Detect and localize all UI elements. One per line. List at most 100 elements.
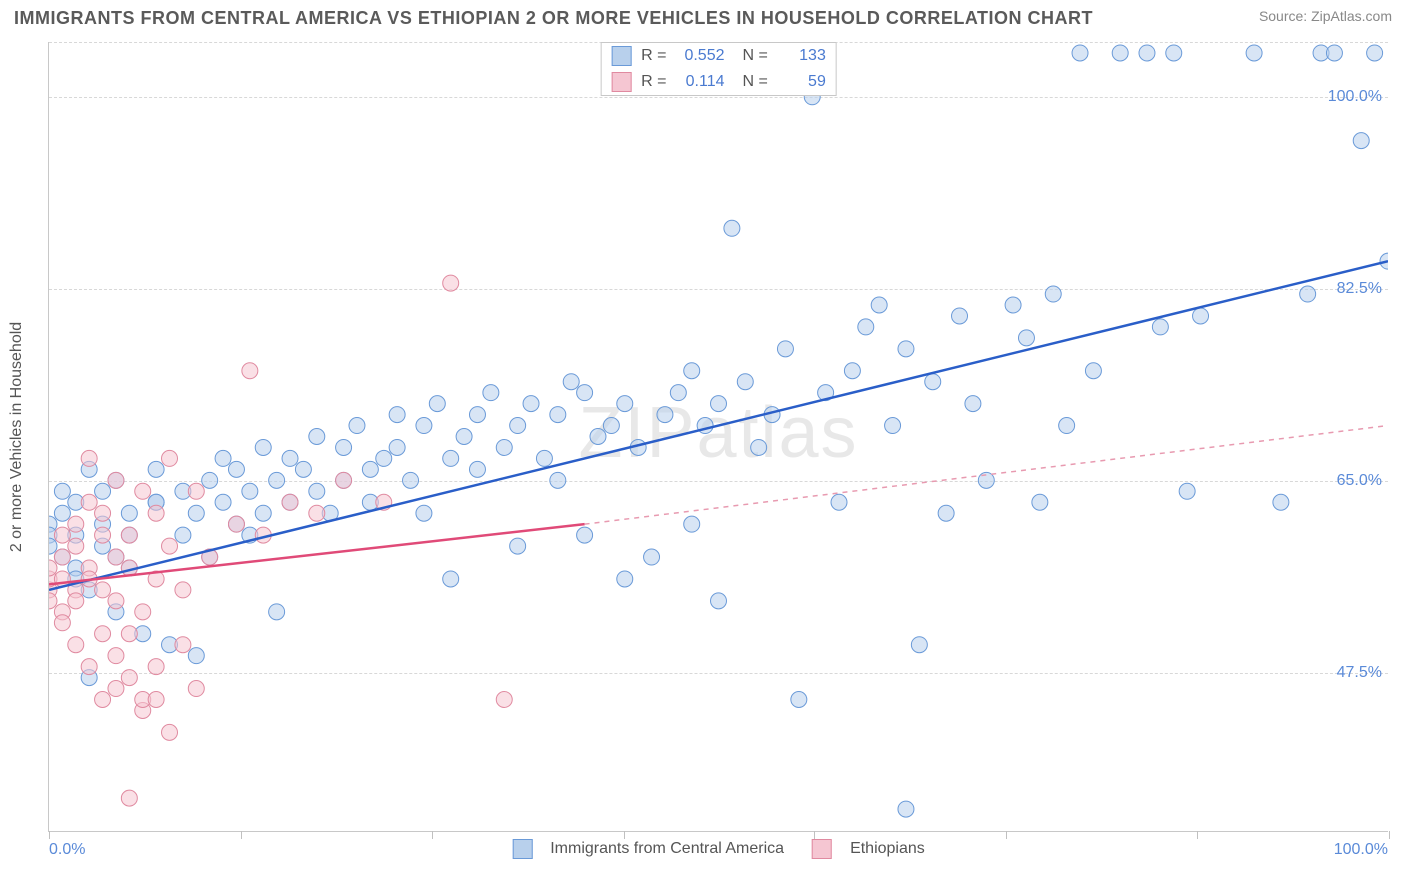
scatter-point bbox=[309, 505, 325, 521]
scatter-point bbox=[1193, 308, 1209, 324]
legend-series-label: Immigrants from Central America bbox=[550, 840, 784, 858]
scatter-point bbox=[175, 637, 191, 653]
scatter-point bbox=[1072, 45, 1088, 61]
scatter-point bbox=[81, 494, 97, 510]
legend-r-label: R = bbox=[641, 73, 666, 91]
scatter-point bbox=[523, 396, 539, 412]
legend-r-value: 0.552 bbox=[673, 47, 725, 65]
scatter-point bbox=[831, 494, 847, 510]
scatter-point bbox=[54, 527, 70, 543]
scatter-point bbox=[429, 396, 445, 412]
legend-n-label: N = bbox=[743, 73, 768, 91]
legend-series-label: Ethiopians bbox=[850, 840, 925, 858]
scatter-point bbox=[242, 483, 258, 499]
chart-source: Source: ZipAtlas.com bbox=[1259, 8, 1392, 24]
scatter-point bbox=[108, 472, 124, 488]
scatter-point bbox=[255, 439, 271, 455]
scatter-point bbox=[54, 549, 70, 565]
scatter-point bbox=[175, 582, 191, 598]
legend-n-label: N = bbox=[743, 47, 768, 65]
scatter-point bbox=[309, 429, 325, 445]
scatter-point bbox=[215, 494, 231, 510]
scatter-point bbox=[81, 659, 97, 675]
scatter-point bbox=[1273, 494, 1289, 510]
scatter-point bbox=[188, 681, 204, 697]
scatter-point bbox=[376, 450, 392, 466]
scatter-point bbox=[162, 538, 178, 554]
scatter-point bbox=[456, 429, 472, 445]
scatter-point bbox=[295, 461, 311, 477]
legend-series-item: Ethiopians bbox=[812, 839, 925, 859]
scatter-point bbox=[577, 385, 593, 401]
scatter-point bbox=[1179, 483, 1195, 499]
x-tick bbox=[1197, 831, 1198, 839]
scatter-point bbox=[1112, 45, 1128, 61]
scatter-point bbox=[1018, 330, 1034, 346]
scatter-point bbox=[1246, 45, 1262, 61]
scatter-point bbox=[911, 637, 927, 653]
scatter-point bbox=[95, 626, 111, 642]
scatter-point bbox=[68, 637, 84, 653]
scatter-point bbox=[496, 439, 512, 455]
scatter-point bbox=[644, 549, 660, 565]
scatter-point bbox=[336, 439, 352, 455]
scatter-point bbox=[469, 461, 485, 477]
scatter-point bbox=[885, 418, 901, 434]
scatter-point bbox=[1139, 45, 1155, 61]
scatter-point bbox=[617, 571, 633, 587]
scatter-point bbox=[496, 692, 512, 708]
scatter-point bbox=[510, 538, 526, 554]
chart-title: IMMIGRANTS FROM CENTRAL AMERICA VS ETHIO… bbox=[14, 8, 1093, 29]
scatter-point bbox=[871, 297, 887, 313]
scatter-point bbox=[121, 527, 137, 543]
scatter-point bbox=[443, 571, 459, 587]
scatter-point bbox=[684, 516, 700, 532]
scatter-point bbox=[536, 450, 552, 466]
legend-r-value: 0.114 bbox=[673, 73, 725, 91]
legend-n-value: 133 bbox=[774, 47, 826, 65]
scatter-point bbox=[255, 505, 271, 521]
scatter-point bbox=[121, 790, 137, 806]
scatter-point bbox=[148, 692, 164, 708]
x-tick bbox=[624, 831, 625, 839]
scatter-point bbox=[135, 604, 151, 620]
scatter-point bbox=[617, 396, 633, 412]
scatter-point bbox=[188, 505, 204, 521]
x-tick bbox=[241, 831, 242, 839]
scatter-point bbox=[925, 374, 941, 390]
scatter-point bbox=[791, 692, 807, 708]
scatter-point bbox=[684, 363, 700, 379]
legend-r-label: R = bbox=[641, 47, 666, 65]
scatter-point bbox=[1005, 297, 1021, 313]
scatter-point bbox=[1045, 286, 1061, 302]
scatter-svg bbox=[49, 42, 1388, 831]
scatter-point bbox=[1032, 494, 1048, 510]
scatter-point bbox=[68, 538, 84, 554]
scatter-point bbox=[228, 461, 244, 477]
legend-swatch bbox=[611, 72, 631, 92]
scatter-point bbox=[282, 450, 298, 466]
legend-series: Immigrants from Central America Ethiopian… bbox=[512, 839, 925, 859]
scatter-point bbox=[162, 450, 178, 466]
x-axis-min-label: 0.0% bbox=[49, 841, 85, 859]
scatter-point bbox=[1166, 45, 1182, 61]
scatter-point bbox=[711, 593, 727, 609]
scatter-point bbox=[349, 418, 365, 434]
scatter-point bbox=[858, 319, 874, 335]
scatter-point bbox=[777, 341, 793, 357]
legend-swatch bbox=[611, 46, 631, 66]
scatter-point bbox=[898, 801, 914, 817]
scatter-point bbox=[1059, 418, 1075, 434]
scatter-point bbox=[242, 363, 258, 379]
scatter-point bbox=[95, 527, 111, 543]
scatter-point bbox=[483, 385, 499, 401]
scatter-point bbox=[1152, 319, 1168, 335]
x-tick bbox=[49, 831, 50, 839]
scatter-point bbox=[148, 505, 164, 521]
scatter-point bbox=[416, 505, 432, 521]
scatter-point bbox=[389, 407, 405, 423]
scatter-point bbox=[54, 505, 70, 521]
scatter-point bbox=[952, 308, 968, 324]
scatter-point bbox=[49, 560, 57, 576]
scatter-point bbox=[724, 220, 740, 236]
